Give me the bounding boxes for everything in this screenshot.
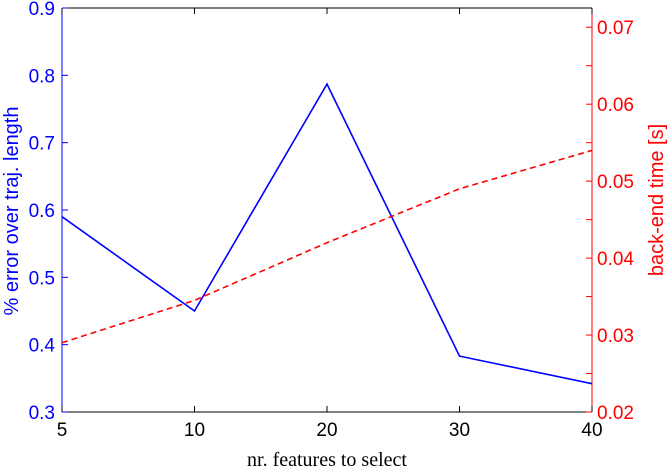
y-tick-label-left: 0.7 (29, 134, 55, 155)
y-tick-label-left: 0.6 (29, 201, 55, 222)
right-axis: 0.02 0.03 0.04 0.05 0.06 0.07 (586, 18, 634, 424)
series-layer (61, 82, 593, 385)
y-tick-label-right: 0.04 (597, 249, 634, 270)
plot-area (61, 7, 593, 413)
y-tick-label-right: 0.03 (597, 326, 634, 347)
y-axis-label-right: back-end time [s] (646, 124, 668, 276)
y-tick-label-right: 0.07 (597, 18, 634, 39)
y-tick-label-right: 0.02 (597, 403, 634, 424)
y-tick-label-right: 0.05 (597, 172, 634, 193)
x-tick-label: 30 (449, 420, 470, 441)
y-axis-label-left: % error over traj. length (1, 107, 23, 316)
bottom-axis: 5 10 20 30 40 (57, 8, 603, 441)
x-axis-label: nr. features to select (247, 449, 407, 466)
x-tick-label: 20 (316, 420, 337, 441)
x-tick-label: 40 (581, 420, 602, 441)
y-tick-label-left: 0.3 (29, 403, 55, 424)
x-tick-label: 5 (57, 420, 68, 441)
left-axis: 0.3 0.4 0.5 0.6 0.7 0.8 0.9 (29, 0, 68, 424)
series-line-error (61, 82, 593, 385)
y-tick-label-left: 0.9 (29, 0, 55, 20)
y-tick-label-left: 0.4 (29, 336, 56, 357)
series-line-backend-time (61, 149, 593, 344)
y-tick-label-right: 0.06 (597, 95, 634, 116)
x-tick-label: 10 (184, 420, 205, 441)
y-tick-label-left: 0.5 (29, 268, 55, 289)
y-tick-label-left: 0.8 (29, 66, 55, 87)
